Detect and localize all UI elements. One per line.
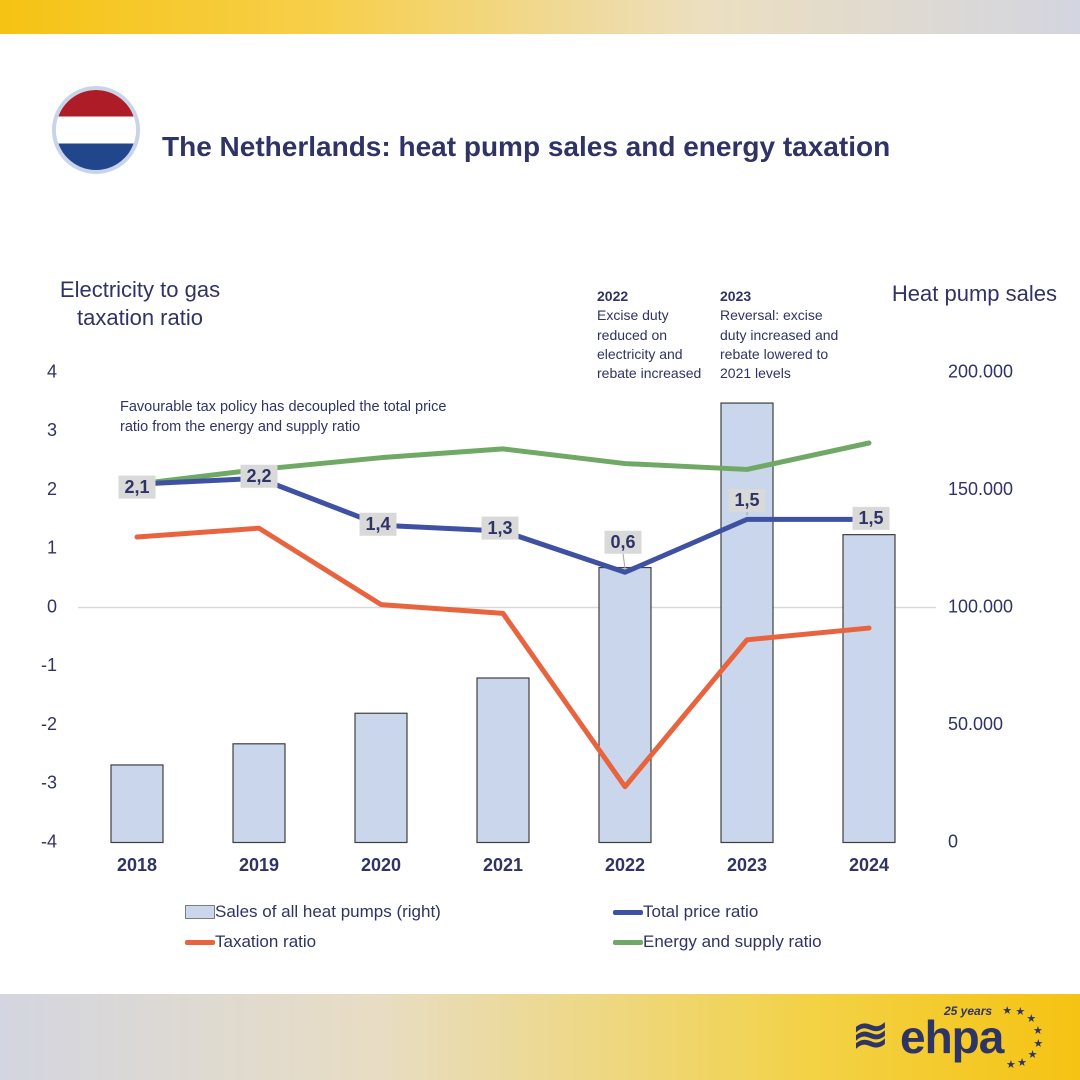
x-label-2020: 2020 — [361, 855, 401, 875]
left-tick-4: 4 — [47, 361, 57, 381]
page-title: The Netherlands: heat pump sales and ene… — [162, 130, 891, 162]
top-gradient-band — [0, 0, 1080, 34]
x-label-2023: 2023 — [727, 855, 767, 875]
bottom-gradient-band — [0, 994, 1080, 1080]
star-icon: ★ — [1015, 1006, 1026, 1019]
star-icon: ★ — [1026, 1013, 1037, 1026]
line-swatch-icon — [185, 939, 215, 945]
annotation-2023: 2023 Reversal: excise duty increased and… — [720, 287, 842, 384]
right-tick-150.000: 150.000 — [948, 479, 1013, 499]
legend-label: Energy and supply ratio — [643, 932, 822, 951]
data-label: 1,5 — [858, 508, 883, 528]
annotation-2022-text: Excise duty reduced on electricity and r… — [597, 307, 702, 382]
line-swatch-icon — [613, 939, 643, 945]
line-total-price-ratio — [134, 475, 872, 575]
x-label-2019: 2019 — [239, 855, 279, 875]
legend-item-energy-and-supply-ratio: Energy and supply ratio — [613, 932, 822, 952]
netherlands-flag-icon — [52, 86, 140, 174]
flag-stripes — [56, 90, 136, 170]
bar-2018 — [110, 764, 164, 844]
data-label-box — [852, 506, 890, 530]
star-icon: ★ — [1017, 1057, 1027, 1070]
data-label: 2,2 — [246, 466, 271, 486]
star-icon: ★ — [1027, 1049, 1038, 1062]
left-tick-1: 1 — [47, 538, 57, 558]
annotation-2022-year: 2022 — [597, 288, 629, 304]
bar-2021 — [476, 677, 530, 844]
legend-item-taxation-ratio: Taxation ratio — [185, 932, 613, 952]
x-label-2021: 2021 — [483, 855, 523, 875]
data-label-box — [240, 464, 278, 488]
data-label: 0,6 — [610, 532, 635, 552]
annotation-2023-year: 2023 — [720, 288, 752, 304]
legend-item-total-price-ratio: Total price ratio — [613, 902, 758, 922]
label-leader — [622, 553, 626, 569]
x-label-2022: 2022 — [605, 855, 645, 875]
right-tick-200.000: 200.000 — [948, 361, 1013, 381]
left-tick-0: 0 — [47, 596, 57, 616]
bar-2023 — [720, 402, 774, 844]
legend-label: Taxation ratio — [215, 932, 317, 951]
right-axis-title: Heat pump sales — [891, 281, 1057, 306]
legend-item-sales-of-all-heat-pumps-right-: Sales of all heat pumps (right) — [185, 902, 613, 922]
data-label-box — [728, 488, 766, 512]
legend-label: Sales of all heat pumps (right) — [215, 902, 441, 921]
right-tick-0: 0 — [948, 831, 958, 851]
bar-2020 — [354, 712, 408, 844]
star-icon: ★ — [1033, 1037, 1044, 1050]
data-label-box — [604, 530, 642, 554]
left-axis-title-line2: taxation ratio — [77, 304, 203, 330]
line-swatch-icon — [613, 909, 643, 915]
left-axis-title: Electricity to gas taxation ratio — [40, 276, 240, 332]
left-tick--1: -1 — [41, 655, 57, 675]
right-tick-100.000: 100.000 — [948, 596, 1013, 616]
left-tick--2: -2 — [41, 714, 57, 734]
left-tick-3: 3 — [47, 420, 57, 440]
left-tick-2: 2 — [47, 479, 57, 499]
legend-row: Taxation ratio Energy and supply ratio — [185, 927, 905, 957]
data-label: 1,4 — [365, 514, 390, 534]
line-energy-and-supply-ratio — [134, 440, 872, 487]
left-tick--4: -4 — [41, 831, 57, 851]
star-icon: ★ — [1002, 1005, 1013, 1018]
chart-legend: Sales of all heat pumps (right) Total pri… — [185, 897, 905, 957]
decouple-note: Favourable tax policy has decoupled the … — [120, 399, 447, 435]
ehpa-logo: ≋ ehpa 25 years ★ ★ ★ ★ ★ ★ ★ ★ — [852, 1004, 1052, 1074]
annotation-2022: 2022 Excise duty reduced on electricity … — [597, 287, 703, 384]
star-icon: ★ — [1006, 1058, 1016, 1071]
line-taxation-ratio — [134, 525, 872, 790]
right-tick-50.000: 50.000 — [948, 714, 1003, 734]
bar-swatch-icon — [185, 905, 215, 919]
data-label: 2,1 — [124, 477, 149, 497]
data-label: 1,3 — [487, 518, 512, 538]
star-icon: ★ — [1032, 1024, 1043, 1037]
data-label-box — [118, 475, 156, 499]
x-label-2018: 2018 — [117, 855, 157, 875]
left-tick--3: -3 — [41, 773, 57, 793]
waves-icon: ≋ — [852, 1011, 889, 1060]
logo-25-years: 25 years — [944, 1004, 993, 1018]
legend-label: Total price ratio — [643, 902, 759, 921]
left-axis-title-line1: Electricity to gas — [59, 277, 221, 302]
data-label: 1,5 — [734, 490, 759, 510]
data-label-box — [481, 516, 519, 540]
legend-row: Sales of all heat pumps (right) Total pri… — [185, 897, 905, 927]
bar-2022 — [598, 566, 652, 844]
logo-wordmark: ehpa — [900, 1011, 1004, 1063]
data-label-box — [359, 512, 397, 536]
annotation-2023-text: Reversal: excise duty increased and reba… — [720, 307, 839, 382]
bar-2024 — [842, 534, 896, 844]
bar-2019 — [232, 743, 286, 844]
x-label-2024: 2024 — [849, 855, 889, 875]
